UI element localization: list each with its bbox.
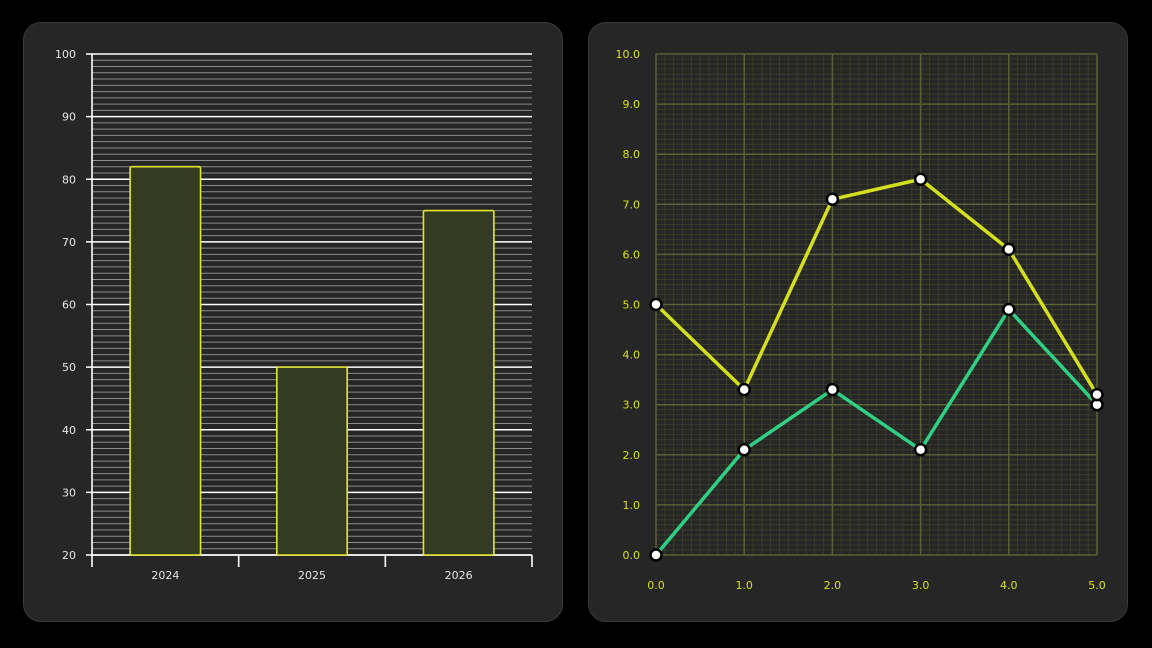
y-tick-label: 40 [62,424,76,437]
y-tick-label: 60 [62,299,76,312]
x-tick-label: 2024 [151,569,179,582]
x-tick-label: 5.0 [1088,579,1106,592]
x-tick-label: 4.0 [1000,579,1018,592]
y-tick-label: 10.0 [616,48,641,61]
y-tick-label: 6.0 [623,248,641,261]
data-point [913,443,928,457]
data-point [913,172,928,186]
data-point [649,297,663,312]
y-tick-label: 5.0 [623,299,641,312]
data-point [1090,387,1104,402]
x-tick-label: 0.0 [647,579,665,592]
y-tick-label: 80 [62,173,76,186]
y-tick-label: 100 [55,48,76,61]
y-tick-label: 20 [62,549,76,562]
y-tick-label: 50 [62,361,76,374]
y-tick-label: 30 [62,486,76,499]
y-tick-label: 0.0 [623,549,641,562]
x-tick-label: 2.0 [824,579,842,592]
bar-chart-panel: 20 30 40 50 60 70 80 90 100 2024 2025 2026 [23,22,563,622]
y-tick-label: 2.0 [623,449,641,462]
y-tick-label: 3.0 [623,399,641,412]
bar-chart: 20 30 40 50 60 70 80 90 100 2024 2025 2026 [55,48,533,582]
y-tick-label: 8.0 [623,148,641,161]
bar [422,209,495,556]
series-line [654,307,1099,557]
data-point [825,192,840,207]
data-point [1002,242,1016,257]
data-point [737,382,751,397]
bar [129,165,202,556]
y-tick-label: 9.0 [623,98,641,111]
y-tick-label: 4.0 [623,349,641,362]
data-point [825,382,840,397]
y-tick-label: 1.0 [623,499,641,512]
data-point [649,548,663,562]
line-chart: 0.0 1.0 2.0 3.0 4.0 5.0 6.0 7.0 8.0 9.0 10.0 0.0 1.0… [616,48,1106,592]
x-tick-label: 2026 [445,569,473,582]
data-point [737,443,751,457]
line-chart-panel: 0.0 1.0 2.0 3.0 4.0 5.0 6.0 7.0 8.0 9.0 10.0 0.0 1.0… [588,22,1128,622]
x-tick-label: 2025 [298,569,326,582]
x-tick-label: 1.0 [735,579,753,592]
data-point [1002,302,1016,317]
series-line [654,177,1099,397]
y-tick-label: 90 [62,111,76,124]
y-tick-label: 70 [62,236,76,249]
x-tick-label: 3.0 [912,579,930,592]
y-tick-label: 7.0 [623,198,641,211]
bar [276,366,349,556]
